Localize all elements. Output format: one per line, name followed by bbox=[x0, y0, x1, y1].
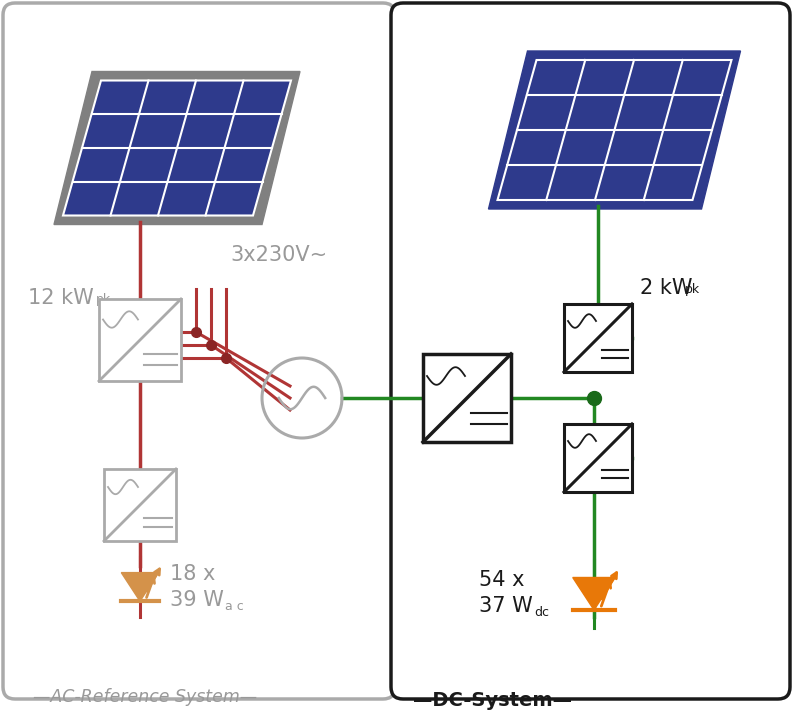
Text: a c: a c bbox=[225, 601, 244, 614]
Text: 37 W: 37 W bbox=[479, 596, 533, 616]
Bar bbox=[99, 299, 181, 381]
Text: pk: pk bbox=[685, 283, 700, 296]
Polygon shape bbox=[573, 577, 615, 610]
Polygon shape bbox=[498, 60, 731, 200]
FancyBboxPatch shape bbox=[3, 3, 395, 699]
Text: 54 x: 54 x bbox=[479, 570, 525, 590]
Text: 2 kW: 2 kW bbox=[640, 278, 693, 298]
Bar bbox=[564, 424, 632, 492]
Text: —DC-System—: —DC-System— bbox=[413, 690, 572, 710]
Text: 12 kW: 12 kW bbox=[28, 288, 94, 308]
Bar bbox=[423, 354, 511, 442]
Text: 3x230V~: 3x230V~ bbox=[230, 245, 327, 265]
Bar bbox=[104, 469, 176, 541]
Bar bbox=[564, 304, 632, 372]
Text: dc: dc bbox=[534, 606, 549, 620]
Text: 18 x: 18 x bbox=[170, 564, 215, 584]
Text: pk: pk bbox=[96, 293, 111, 306]
Text: 39 W: 39 W bbox=[170, 590, 224, 610]
Text: —AC-Reference System—: —AC-Reference System— bbox=[33, 688, 257, 706]
Polygon shape bbox=[489, 51, 741, 209]
FancyBboxPatch shape bbox=[391, 3, 790, 699]
Polygon shape bbox=[54, 71, 300, 224]
Polygon shape bbox=[122, 573, 158, 601]
Polygon shape bbox=[63, 81, 291, 215]
